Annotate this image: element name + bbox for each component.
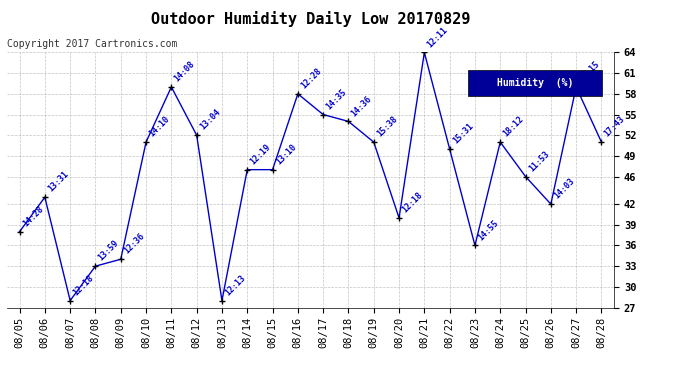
Text: 14:36: 14:36	[350, 94, 374, 118]
Text: 13:10: 13:10	[274, 142, 298, 166]
Text: 12:18: 12:18	[72, 273, 95, 297]
Text: 17:43: 17:43	[603, 115, 627, 139]
Text: Copyright 2017 Cartronics.com: Copyright 2017 Cartronics.com	[7, 39, 177, 50]
Text: 14:35: 14:35	[324, 87, 348, 111]
Text: 13:04: 13:04	[198, 108, 222, 132]
Text: 13:59: 13:59	[97, 238, 121, 263]
Text: 12:19: 12:19	[248, 142, 273, 166]
Text: 13:31: 13:31	[46, 170, 70, 194]
Text: 15:15: 15:15	[578, 60, 602, 84]
Text: 14:10: 14:10	[148, 115, 171, 139]
Text: 12:36: 12:36	[122, 232, 146, 256]
FancyBboxPatch shape	[469, 70, 602, 96]
Text: 14:03: 14:03	[552, 177, 576, 201]
Text: 12:11: 12:11	[426, 25, 450, 49]
Text: 15:31: 15:31	[451, 122, 475, 146]
Text: 15:38: 15:38	[375, 115, 399, 139]
Text: 11:53: 11:53	[527, 149, 551, 173]
Text: 14:28: 14:28	[21, 204, 45, 228]
Text: 12:13: 12:13	[224, 273, 247, 297]
Text: 12:18: 12:18	[400, 190, 424, 214]
Text: 14:08: 14:08	[172, 60, 197, 84]
Text: Humidity  (%): Humidity (%)	[497, 78, 573, 88]
Text: 18:12: 18:12	[502, 115, 526, 139]
Text: 12:28: 12:28	[299, 66, 323, 90]
Text: Outdoor Humidity Daily Low 20170829: Outdoor Humidity Daily Low 20170829	[151, 11, 470, 27]
Text: 14:55: 14:55	[476, 218, 500, 242]
